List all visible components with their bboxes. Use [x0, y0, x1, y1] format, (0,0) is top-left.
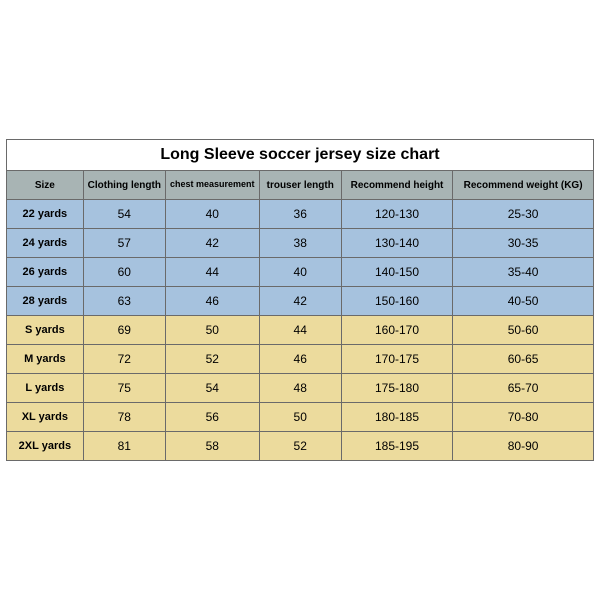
table-row: 26 yards604440140-15035-40	[7, 258, 594, 287]
cell-value: 70-80	[453, 403, 594, 432]
table-body: 22 yards544036120-13025-3024 yards574238…	[7, 200, 594, 461]
cell-value: 30-35	[453, 229, 594, 258]
cell-size: 2XL yards	[7, 432, 83, 461]
cell-value: 54	[165, 374, 259, 403]
cell-value: 81	[83, 432, 165, 461]
cell-value: 50	[259, 403, 341, 432]
table-row: 24 yards574238130-14030-35	[7, 229, 594, 258]
cell-value: 78	[83, 403, 165, 432]
col-clothing-length: Clothing length	[83, 171, 165, 200]
size-chart: Long Sleeve soccer jersey size chart Siz…	[6, 139, 594, 461]
cell-value: 160-170	[341, 316, 452, 345]
cell-value: 80-90	[453, 432, 594, 461]
col-recommend-height: Recommend height	[341, 171, 452, 200]
table-row: 22 yards544036120-13025-30	[7, 200, 594, 229]
col-recommend-weight: Recommend weight (KG)	[453, 171, 594, 200]
cell-value: 185-195	[341, 432, 452, 461]
cell-value: 140-150	[341, 258, 452, 287]
size-chart-container: Long Sleeve soccer jersey size chart Siz…	[0, 0, 600, 600]
cell-value: 42	[165, 229, 259, 258]
cell-size: XL yards	[7, 403, 83, 432]
cell-value: 50-60	[453, 316, 594, 345]
col-chest-measurement: chest measurement	[165, 171, 259, 200]
cell-value: 60	[83, 258, 165, 287]
size-table: Size Clothing length chest measurement t…	[7, 170, 594, 461]
cell-value: 35-40	[453, 258, 594, 287]
cell-value: 42	[259, 287, 341, 316]
cell-value: 175-180	[341, 374, 452, 403]
cell-value: 75	[83, 374, 165, 403]
cell-value: 72	[83, 345, 165, 374]
cell-value: 120-130	[341, 200, 452, 229]
cell-value: 25-30	[453, 200, 594, 229]
col-trouser-length: trouser length	[259, 171, 341, 200]
col-size: Size	[7, 171, 83, 200]
chart-title: Long Sleeve soccer jersey size chart	[7, 139, 594, 170]
cell-value: 40	[259, 258, 341, 287]
cell-value: 36	[259, 200, 341, 229]
table-row: M yards725246170-17560-65	[7, 345, 594, 374]
cell-value: 60-65	[453, 345, 594, 374]
cell-value: 69	[83, 316, 165, 345]
cell-value: 54	[83, 200, 165, 229]
cell-value: 38	[259, 229, 341, 258]
cell-value: 44	[259, 316, 341, 345]
cell-value: 63	[83, 287, 165, 316]
cell-size: M yards	[7, 345, 83, 374]
cell-value: 52	[165, 345, 259, 374]
cell-value: 65-70	[453, 374, 594, 403]
cell-value: 130-140	[341, 229, 452, 258]
cell-value: 170-175	[341, 345, 452, 374]
cell-size: 28 yards	[7, 287, 83, 316]
cell-value: 40-50	[453, 287, 594, 316]
cell-value: 48	[259, 374, 341, 403]
cell-value: 57	[83, 229, 165, 258]
table-row: XL yards785650180-18570-80	[7, 403, 594, 432]
cell-size: 22 yards	[7, 200, 83, 229]
cell-size: 24 yards	[7, 229, 83, 258]
cell-value: 150-160	[341, 287, 452, 316]
cell-value: 40	[165, 200, 259, 229]
cell-size: L yards	[7, 374, 83, 403]
cell-value: 44	[165, 258, 259, 287]
table-row: S yards695044160-17050-60	[7, 316, 594, 345]
cell-value: 180-185	[341, 403, 452, 432]
cell-value: 58	[165, 432, 259, 461]
table-header: Size Clothing length chest measurement t…	[7, 171, 594, 200]
cell-value: 50	[165, 316, 259, 345]
table-row: 2XL yards815852185-19580-90	[7, 432, 594, 461]
table-row: L yards755448175-18065-70	[7, 374, 594, 403]
cell-value: 56	[165, 403, 259, 432]
cell-size: S yards	[7, 316, 83, 345]
table-row: 28 yards634642150-16040-50	[7, 287, 594, 316]
cell-size: 26 yards	[7, 258, 83, 287]
cell-value: 52	[259, 432, 341, 461]
cell-value: 46	[165, 287, 259, 316]
cell-value: 46	[259, 345, 341, 374]
